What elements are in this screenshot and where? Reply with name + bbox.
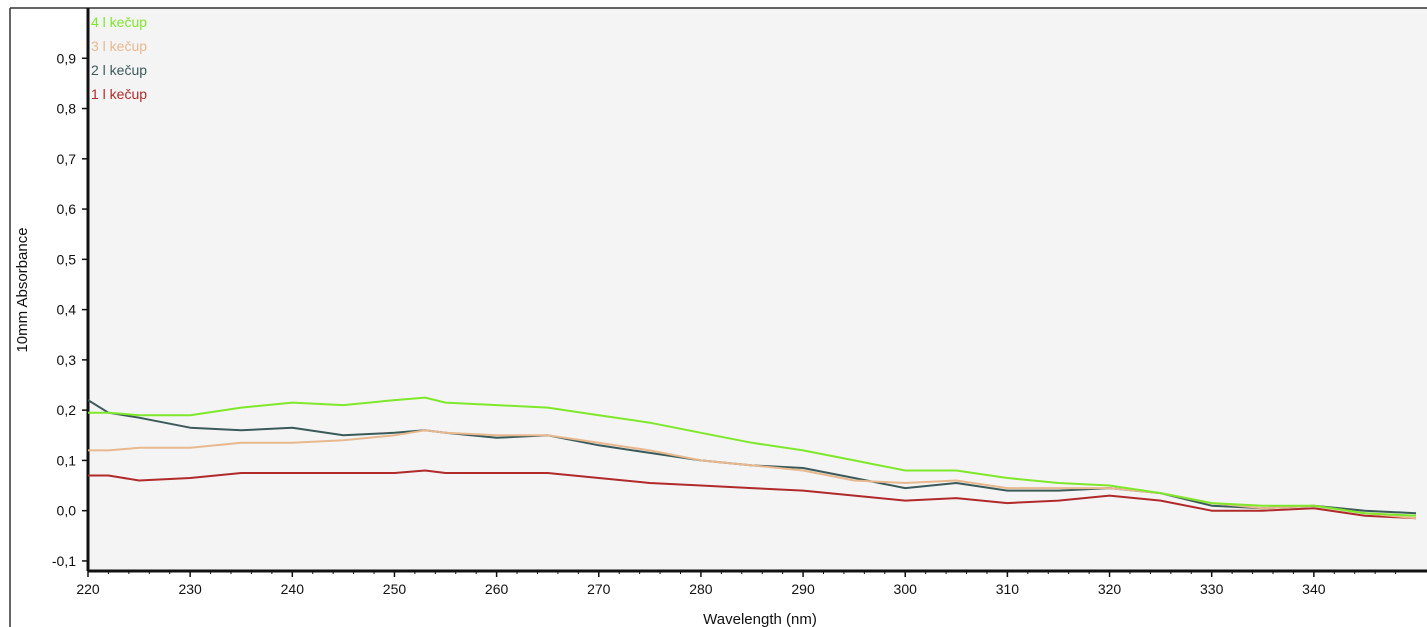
y-tick-label: 0,0 <box>57 503 77 519</box>
y-tick-label: -0,1 <box>52 553 76 569</box>
y-tick-label: 0,2 <box>57 402 77 418</box>
x-tick-label: 330 <box>1200 581 1224 597</box>
x-tick-label: 220 <box>76 581 100 597</box>
x-tick-label: 290 <box>791 581 815 597</box>
x-axis: 220 230 240 250 260 270 280 290 300 310 320 330 340 <box>76 571 1397 597</box>
y-tick-label: 0,5 <box>57 251 77 267</box>
legend-item: 4 l kečup <box>91 14 147 30</box>
x-tick-label: 340 <box>1302 581 1326 597</box>
x-tick-label: 310 <box>996 581 1020 597</box>
x-tick-label: 260 <box>485 581 509 597</box>
y-tick-label: 0,1 <box>57 452 77 468</box>
legend-item: 1 l kečup <box>91 86 147 102</box>
x-tick-label: 250 <box>383 581 407 597</box>
series-line <box>88 469 1417 520</box>
x-tick-label: 320 <box>1098 581 1122 597</box>
y-tick-label: 0,7 <box>57 151 77 167</box>
y-axis: 0,9 0,8 0,7 0,6 0,5 0,4 0,3 0,2 0,1 0,0 -0,1 <box>52 50 88 569</box>
plot-area <box>88 8 1427 571</box>
y-axis-title: 10mm Absorbance <box>14 227 31 352</box>
x-tick-label: 230 <box>178 581 202 597</box>
chart-frame <box>9 7 1427 627</box>
y-tick-label: 0,6 <box>57 201 77 217</box>
legend-item: 3 l kečup <box>91 38 147 54</box>
x-tick-label: 240 <box>281 581 305 597</box>
series-lines <box>88 396 1417 520</box>
x-axis-title: Wavelength (nm) <box>703 611 817 627</box>
x-tick-label: 270 <box>587 581 611 597</box>
series-line <box>88 396 1417 517</box>
x-tick-label: 280 <box>689 581 713 597</box>
y-tick-label: 0,9 <box>57 50 77 66</box>
x-tick-label: 300 <box>894 581 918 597</box>
y-tick-label: 0,8 <box>57 101 77 117</box>
y-tick-label: 0,4 <box>57 302 77 318</box>
legend: 4 l kečup 3 l kečup 2 l kečup 1 l kečup <box>91 14 147 102</box>
y-tick-label: 0,3 <box>57 352 77 368</box>
legend-item: 2 l kečup <box>91 62 147 78</box>
